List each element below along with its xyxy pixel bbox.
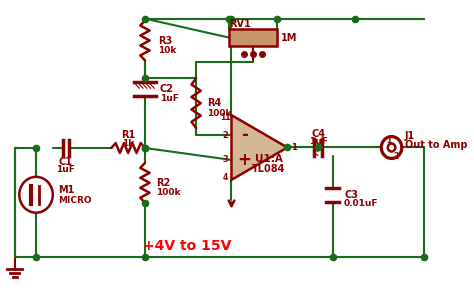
Text: 1M: 1M — [281, 32, 297, 43]
Text: 10k: 10k — [158, 46, 176, 55]
Text: 4: 4 — [222, 173, 228, 182]
Text: J1: J1 — [405, 130, 415, 141]
Text: -: - — [241, 126, 248, 144]
Text: +: + — [237, 151, 251, 169]
Text: 1uF: 1uF — [160, 94, 179, 103]
Text: R3: R3 — [158, 35, 172, 46]
Text: 1k: 1k — [122, 139, 134, 148]
Text: C4: C4 — [311, 128, 325, 139]
Text: M1: M1 — [58, 185, 75, 195]
Text: MICRO: MICRO — [58, 196, 92, 205]
Polygon shape — [231, 115, 287, 180]
Text: RV1: RV1 — [228, 19, 250, 29]
Text: 1: 1 — [291, 143, 297, 152]
Text: 2: 2 — [393, 152, 399, 161]
Text: C2: C2 — [160, 84, 174, 94]
Text: 0.01uF: 0.01uF — [344, 199, 379, 208]
Text: 2: 2 — [222, 130, 228, 139]
Text: TL084: TL084 — [252, 164, 285, 174]
Text: R4: R4 — [207, 98, 221, 108]
Text: 100k: 100k — [156, 188, 181, 197]
Text: R1: R1 — [121, 130, 135, 140]
Bar — [228, 28, 277, 46]
Text: 1: 1 — [386, 136, 392, 145]
Text: +4V to 15V: +4V to 15V — [143, 238, 231, 253]
Text: 100k: 100k — [207, 109, 232, 118]
Text: 1uF: 1uF — [56, 165, 75, 174]
Text: 1uF: 1uF — [309, 137, 328, 146]
Text: Out to Amp: Out to Amp — [405, 139, 467, 150]
Text: R2: R2 — [156, 178, 170, 188]
Text: 3: 3 — [222, 155, 228, 164]
Text: U1:A: U1:A — [255, 155, 283, 164]
Text: C1: C1 — [59, 157, 73, 167]
Text: 11: 11 — [220, 113, 230, 122]
Text: C3: C3 — [344, 190, 358, 200]
